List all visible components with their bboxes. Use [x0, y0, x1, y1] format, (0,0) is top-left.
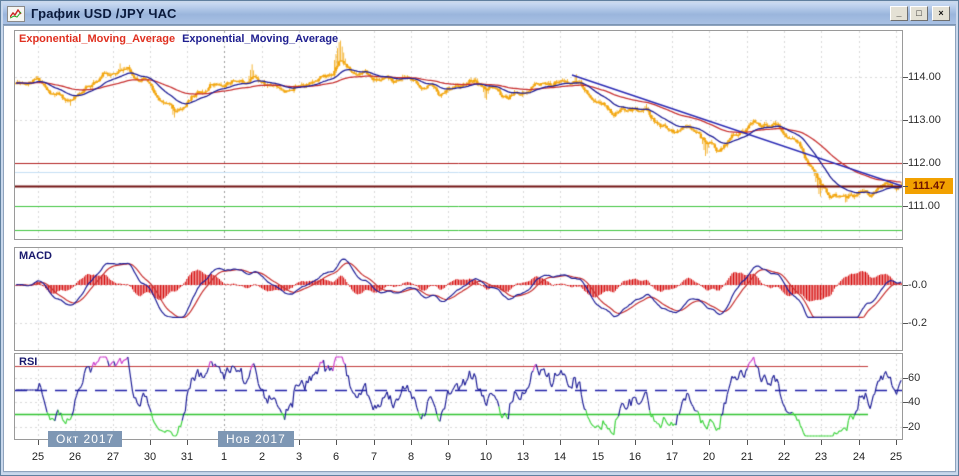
date-label: 22: [777, 451, 791, 463]
maximize-button[interactable]: □: [910, 6, 928, 21]
macd-panel[interactable]: MACD: [14, 247, 903, 351]
date-label: 17: [665, 451, 679, 463]
date-label: 25: [31, 451, 45, 463]
chart-icon[interactable]: [7, 5, 25, 22]
price-axis-tick: [903, 206, 908, 207]
date-axis-tick: [336, 440, 337, 445]
macd-label: MACD: [19, 250, 52, 262]
date-axis-tick: [299, 440, 300, 445]
date-axis-tick: [747, 440, 748, 445]
price-axis-tick: [903, 120, 908, 121]
date-label: 1: [220, 451, 228, 463]
main-chart-canvas[interactable]: [15, 31, 902, 239]
date-label: 27: [106, 451, 120, 463]
legend-ema-blue: Exponential_Moving_Average: [182, 33, 339, 45]
date-label: 6: [332, 451, 340, 463]
rsi-axis-label: 20: [908, 420, 921, 433]
price-axis-label: 111.00: [908, 200, 941, 212]
date-axis-tick: [448, 440, 449, 445]
date-axis-tick: [859, 440, 860, 445]
titlebar[interactable]: График USD /JPY ЧАС _ □ ×: [3, 3, 956, 25]
date-label: 13: [516, 451, 530, 463]
date-axis-tick: [821, 440, 822, 445]
date-label: 24: [852, 451, 866, 463]
legend-ema-red: Exponential_Moving_Average: [19, 33, 176, 45]
macd-axis-label: -0.2: [908, 317, 927, 329]
date-label: 7: [370, 451, 378, 463]
date-label: 9: [444, 451, 452, 463]
macd-axis-label: -0.0: [908, 279, 927, 291]
price-axis-label: 112.00: [908, 157, 941, 169]
date-axis-tick: [523, 440, 524, 445]
price-axis-tick: [903, 186, 908, 187]
date-axis-tick: [560, 440, 561, 445]
current-price-badge: 111.47: [905, 178, 953, 194]
date-label: 2: [258, 451, 266, 463]
date-axis-tick: [38, 440, 39, 445]
rsi-axis-tick: [903, 377, 908, 379]
main-chart-panel[interactable]: Exponential_Moving_Average Exponential_Mo…: [14, 30, 903, 240]
price-axis-label: 114.00: [908, 71, 941, 83]
chart-icon-glyph: [10, 8, 22, 18]
date-label: 26: [68, 451, 82, 463]
date-label: 15: [591, 451, 605, 463]
month-badge: Нов 2017: [218, 431, 294, 447]
date-axis-tick: [374, 440, 375, 445]
price-axis-tick: [903, 163, 908, 164]
date-axis-tick: [411, 440, 412, 445]
date-axis-tick: [187, 440, 188, 445]
date-label: 31: [180, 451, 194, 463]
minimize-button[interactable]: _: [890, 6, 908, 21]
macd-canvas[interactable]: [15, 248, 902, 350]
rsi-label: RSI: [19, 356, 38, 368]
date-axis-tick: [896, 440, 897, 445]
rsi-axis-label: 40: [908, 396, 921, 409]
ema-legend: Exponential_Moving_Average Exponential_Mo…: [19, 33, 338, 45]
date-axis-tick: [486, 440, 487, 445]
rsi-axis-tick: [903, 426, 908, 428]
window-title: График USD /JPY ЧАС: [31, 6, 177, 21]
rsi-canvas[interactable]: [15, 354, 902, 439]
date-label: 10: [479, 451, 493, 463]
date-axis-tick: [784, 440, 785, 445]
rsi-axis-tick: [903, 402, 908, 404]
macd-axis-tick: [903, 323, 908, 324]
date-label: 23: [814, 451, 828, 463]
date-label: 30: [143, 451, 157, 463]
price-axis-label: 113.00: [908, 114, 941, 126]
date-axis-tick: [709, 440, 710, 445]
month-badge: Окт 2017: [48, 431, 123, 447]
date-label: 21: [740, 451, 754, 463]
date-label: 25: [889, 451, 903, 463]
close-button[interactable]: ×: [932, 6, 950, 21]
date-label: 20: [702, 451, 716, 463]
rsi-panel[interactable]: RSI: [14, 353, 903, 440]
date-axis-tick: [150, 440, 151, 445]
rsi-axis-label: 60: [908, 371, 921, 384]
window-controls: _ □ ×: [890, 6, 950, 21]
date-axis-tick: [598, 440, 599, 445]
price-axis-tick: [903, 77, 908, 78]
date-label: 14: [553, 451, 567, 463]
date-label: 16: [628, 451, 642, 463]
date-axis-tick: [672, 440, 673, 445]
macd-axis-tick: [903, 285, 908, 286]
date-axis-tick: [635, 440, 636, 445]
date-label: 3: [295, 451, 303, 463]
date-label: 8: [407, 451, 415, 463]
